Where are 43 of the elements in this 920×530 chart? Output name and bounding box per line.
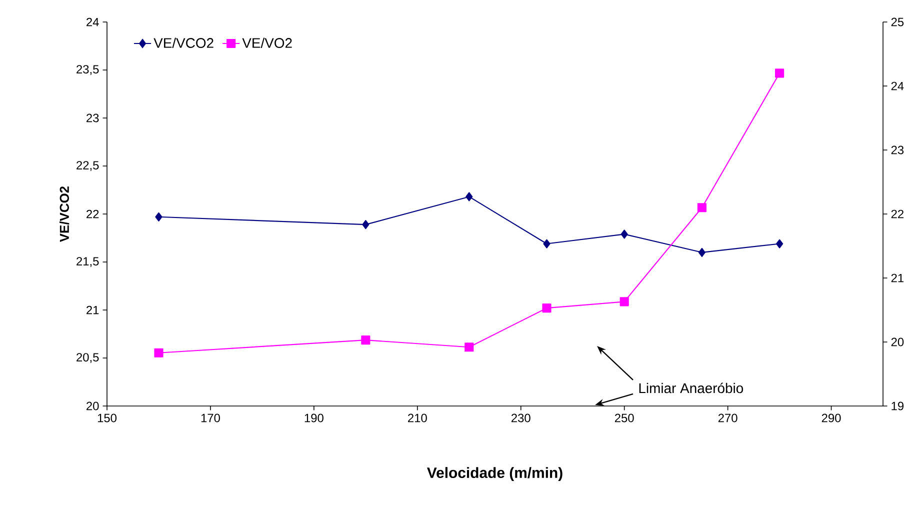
annotation: Limiar Anaeróbio xyxy=(639,382,744,394)
x-tick-label: 170 xyxy=(201,414,220,422)
point xyxy=(154,348,164,358)
y-tick-label: 23,5 xyxy=(76,65,99,75)
y2-tick-label: 24 xyxy=(891,82,904,90)
point xyxy=(155,212,162,222)
y2-tick-label: 21 xyxy=(891,274,904,282)
x-axis-title: Velocidade (m/min) xyxy=(427,467,562,481)
y2-tick-label: 20 xyxy=(891,338,904,346)
point xyxy=(466,192,473,202)
y-tick-label: 20,5 xyxy=(76,353,99,363)
point xyxy=(542,304,552,313)
point xyxy=(775,68,784,78)
point xyxy=(697,203,706,212)
point xyxy=(361,336,370,345)
point xyxy=(698,248,706,257)
x-tick-label: 270 xyxy=(718,414,738,422)
x-tick-label: 250 xyxy=(614,414,634,422)
y-tick-label: 21 xyxy=(86,306,99,314)
x-tick-label: 150 xyxy=(98,414,117,422)
x-tick-label: 290 xyxy=(822,414,841,422)
y-axis-title: VE/VCO2 xyxy=(59,186,70,242)
y-tick-label: 21,5 xyxy=(76,257,99,267)
x-tick-label: 230 xyxy=(511,414,530,422)
y2-tick-label: 23 xyxy=(891,146,904,154)
y2-tick-label: 25 xyxy=(891,18,904,26)
point xyxy=(464,342,474,352)
x-tick-label: 210 xyxy=(408,414,427,422)
y-tick-label: 23 xyxy=(86,114,99,122)
legend-label: VE/VO2 xyxy=(242,38,292,48)
legend-label: VE/VCO2 xyxy=(154,38,214,48)
point xyxy=(362,220,370,230)
y2-tick-label: 19 xyxy=(892,402,904,410)
y-tick-label: 20 xyxy=(86,402,99,410)
y-tick-label: 22 xyxy=(86,210,99,218)
y2-tick-label: 22 xyxy=(891,210,904,218)
point xyxy=(776,239,784,248)
y-tick-label: 24 xyxy=(86,18,99,26)
point xyxy=(620,230,628,239)
point xyxy=(543,239,550,248)
point xyxy=(620,297,629,306)
y-tick-label: 22,5 xyxy=(76,161,99,171)
x-tick-label: 190 xyxy=(304,414,324,422)
